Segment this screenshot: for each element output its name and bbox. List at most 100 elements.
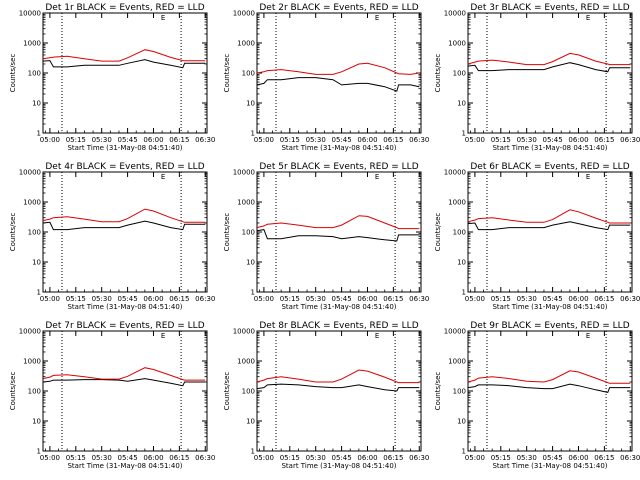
panel-title: Det 9r BLACK = Events, RED = LLD bbox=[470, 321, 629, 331]
y-axis-label: Counts/sec bbox=[434, 213, 442, 252]
y-axis-label: Counts/sec bbox=[9, 213, 17, 252]
x-tick-label: 05:30 bbox=[92, 136, 112, 144]
y-tick-label: 10000 bbox=[444, 169, 466, 177]
y-tick-label: 1000 bbox=[23, 40, 41, 48]
y-tick-label: 100 bbox=[28, 70, 41, 78]
y-tick-label: 10 bbox=[246, 100, 255, 108]
y-tick-label: 1000 bbox=[448, 199, 466, 207]
x-tick-label: 05:30 bbox=[92, 454, 112, 462]
x-tick-label: 06:00 bbox=[357, 295, 377, 303]
y-tick-label: 100 bbox=[242, 388, 255, 396]
panel-title: Det 3r BLACK = Events, RED = LLD bbox=[470, 3, 629, 13]
series-events-line bbox=[467, 221, 631, 231]
x-tick-label: 05:00 bbox=[254, 454, 274, 462]
y-tick-label: 1 bbox=[251, 448, 255, 456]
plot-frame bbox=[42, 12, 208, 134]
x-tick-label: 05:15 bbox=[491, 295, 511, 303]
x-tick-label: 06:00 bbox=[143, 454, 163, 462]
panel-title: Det 4r BLACK = Events, RED = LLD bbox=[45, 162, 204, 172]
y-axis-label: Counts/sec bbox=[434, 54, 442, 93]
x-tick-label: 05:15 bbox=[280, 295, 300, 303]
x-axis-label: Start Time (31-May-08 04:51:40) bbox=[281, 462, 396, 470]
y-axis-label: Counts/sec bbox=[223, 372, 231, 411]
x-tick-label: 05:00 bbox=[40, 295, 60, 303]
x-tick-label: 06:00 bbox=[568, 295, 588, 303]
x-tick-label: 06:15 bbox=[383, 295, 403, 303]
plot-frame bbox=[467, 330, 633, 452]
series-lld-line bbox=[467, 209, 631, 224]
marker-label: E bbox=[375, 332, 379, 340]
y-tick-label: 10 bbox=[457, 259, 466, 267]
x-tick-label: 05:45 bbox=[542, 295, 562, 303]
y-tick-label: 100 bbox=[242, 70, 255, 78]
series-lld-line bbox=[467, 52, 631, 66]
x-tick-label: 06:30 bbox=[620, 454, 640, 462]
x-axis-label: Start Time (31-May-08 04:51:40) bbox=[492, 303, 607, 311]
y-tick-label: 1 bbox=[37, 448, 41, 456]
marker-label: E bbox=[161, 14, 165, 22]
y-tick-label: 10 bbox=[246, 418, 255, 426]
y-tick-label: 1 bbox=[37, 130, 41, 138]
chart-panel-5r: Det 5r BLACK = Events, RED = LLD 1 10 100 10… bbox=[223, 162, 429, 311]
series-lld-line bbox=[256, 215, 420, 230]
y-axis-label: Counts/sec bbox=[434, 372, 442, 411]
x-tick-label: 05:15 bbox=[491, 136, 511, 144]
x-tick-label: 06:15 bbox=[594, 295, 614, 303]
x-tick-label: 05:15 bbox=[66, 454, 86, 462]
chart-panel-8r: Det 8r BLACK = Events, RED = LLD 1 10 100 10… bbox=[223, 321, 429, 470]
x-tick-label: 06:00 bbox=[143, 136, 163, 144]
y-tick-label: 100 bbox=[28, 229, 41, 237]
y-tick-label: 100 bbox=[28, 388, 41, 396]
x-tick-label: 05:15 bbox=[280, 136, 300, 144]
chart-panel-7r: Det 7r BLACK = Events, RED = LLD 1 10 100 10… bbox=[9, 321, 215, 470]
series-events-line bbox=[467, 383, 631, 393]
x-axis-label: Start Time (31-May-08 04:51:40) bbox=[67, 144, 182, 152]
x-tick-label: 05:00 bbox=[40, 136, 60, 144]
chart-panel-3r: Det 3r BLACK = Events, RED = LLD 1 10 100 10… bbox=[434, 3, 640, 152]
y-tick-label: 10000 bbox=[444, 328, 466, 336]
y-tick-label: 1000 bbox=[448, 358, 466, 366]
x-tick-label: 06:15 bbox=[169, 454, 189, 462]
x-tick-label: 06:15 bbox=[169, 136, 189, 144]
y-axis-label: Counts/sec bbox=[223, 213, 231, 252]
x-tick-label: 05:45 bbox=[117, 136, 137, 144]
y-tick-label: 10 bbox=[457, 418, 466, 426]
marker-label: E bbox=[586, 14, 590, 22]
y-tick-label: 1000 bbox=[237, 199, 255, 207]
series-lld-line bbox=[256, 62, 420, 75]
x-tick-label: 06:30 bbox=[409, 136, 429, 144]
x-tick-label: 05:00 bbox=[254, 136, 274, 144]
x-tick-label: 05:00 bbox=[465, 295, 485, 303]
x-axis-label: Start Time (31-May-08 04:51:40) bbox=[67, 462, 182, 470]
chart-panel-9r: Det 9r BLACK = Events, RED = LLD 1 10 100 10… bbox=[434, 321, 640, 470]
x-tick-label: 05:00 bbox=[254, 295, 274, 303]
y-tick-label: 100 bbox=[453, 229, 466, 237]
series-events-line bbox=[467, 62, 631, 73]
x-axis-label: Start Time (31-May-08 04:51:40) bbox=[67, 303, 182, 311]
y-tick-label: 10000 bbox=[233, 328, 255, 336]
y-axis-label: Counts/sec bbox=[223, 54, 231, 93]
y-tick-label: 1000 bbox=[448, 40, 466, 48]
marker-label: E bbox=[586, 173, 590, 181]
y-tick-label: 1000 bbox=[23, 358, 41, 366]
series-events-line bbox=[42, 378, 206, 387]
series-events-line bbox=[42, 59, 206, 69]
x-tick-label: 05:00 bbox=[40, 454, 60, 462]
series-events-line bbox=[42, 220, 206, 231]
x-tick-label: 06:00 bbox=[143, 295, 163, 303]
y-axis-label: Counts/sec bbox=[9, 372, 17, 411]
y-tick-label: 10000 bbox=[19, 328, 41, 336]
chart-panel-1r: Det 1r BLACK = Events, RED = LLD 1 10 100 10… bbox=[9, 3, 215, 152]
y-tick-label: 1000 bbox=[237, 40, 255, 48]
panel-title: Det 7r BLACK = Events, RED = LLD bbox=[45, 321, 204, 331]
x-tick-label: 05:30 bbox=[517, 136, 537, 144]
x-tick-label: 06:00 bbox=[357, 136, 377, 144]
panel-title: Det 8r BLACK = Events, RED = LLD bbox=[259, 321, 418, 331]
y-tick-label: 10 bbox=[32, 100, 41, 108]
marker-label: E bbox=[161, 332, 165, 340]
x-tick-label: 06:00 bbox=[568, 454, 588, 462]
x-tick-label: 05:45 bbox=[117, 295, 137, 303]
series-lld-line bbox=[42, 367, 206, 381]
series-events-line bbox=[256, 77, 420, 92]
